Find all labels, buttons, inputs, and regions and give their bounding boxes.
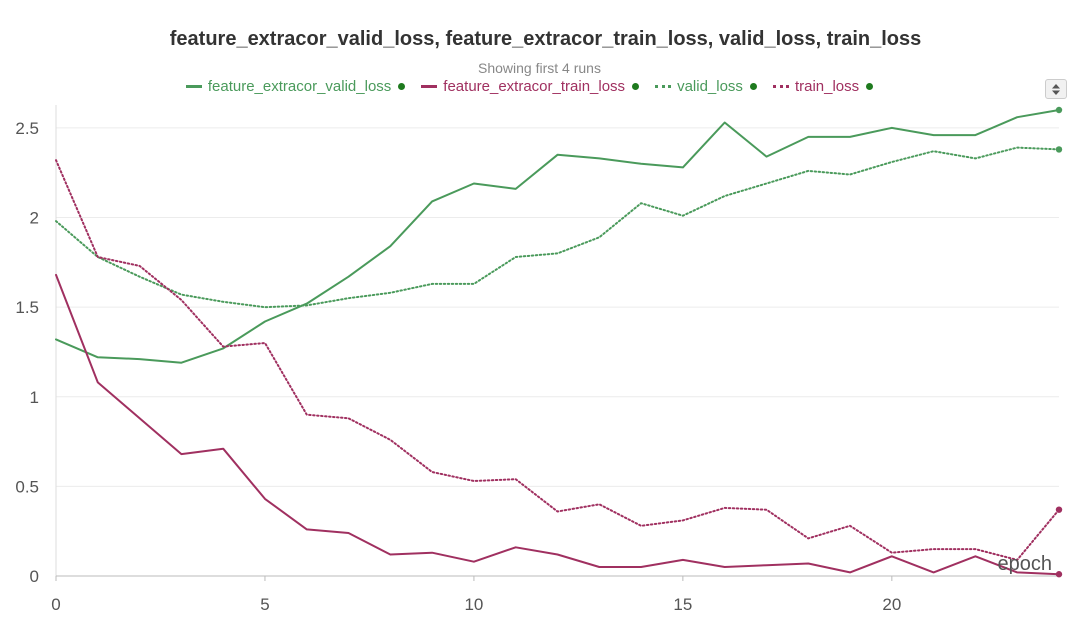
- legend-item-feature-extracor-valid-loss[interactable]: feature_extracor_valid_loss: [185, 78, 406, 95]
- run-dot-icon: [866, 83, 874, 90]
- legend-label: valid_loss: [677, 78, 743, 95]
- y-tick-label: 2.5: [15, 119, 39, 138]
- y-tick-label: 0.5: [15, 477, 39, 496]
- x-tick-label: 10: [464, 595, 483, 614]
- run-dot-icon: [632, 83, 640, 90]
- series-line-train-loss: [55, 159, 1060, 561]
- chart-subtitle: Showing first 4 runs: [478, 60, 601, 76]
- legend-swatch: [185, 85, 202, 88]
- legend-item-train-loss[interactable]: train_loss: [772, 78, 874, 95]
- sort-updown-icon: [1052, 83, 1060, 95]
- series-line-feature-extracor-train-loss: [55, 273, 1060, 576]
- y-tick-label: 0: [30, 567, 39, 586]
- chart-title: feature_extracor_valid_loss, feature_ext…: [169, 28, 922, 50]
- x-tick-label: 15: [673, 595, 692, 614]
- run-dot-icon: [398, 83, 406, 90]
- y-tick-label: 1: [30, 388, 39, 407]
- legend-label: feature_extracor_valid_loss: [207, 78, 392, 95]
- legend-item-valid-loss[interactable]: valid_loss: [655, 78, 757, 95]
- series-endpoint-feature-extracor-train-loss: [1055, 571, 1063, 578]
- series-endpoint-valid-loss: [1055, 146, 1063, 153]
- legend-label: feature_extracor_train_loss: [443, 78, 626, 95]
- x-axis-title: epoch: [998, 553, 1053, 575]
- legend-swatch: [772, 85, 789, 88]
- x-tick-label: 5: [260, 595, 269, 614]
- grid-layer: [56, 127, 1059, 577]
- series-endpoint-feature-extracor-valid-loss: [1055, 106, 1063, 114]
- x-tick-label: 0: [51, 595, 60, 614]
- legend-item-feature-extracor-train-loss[interactable]: feature_extracor_train_loss: [421, 78, 640, 95]
- y-tick-label: 2: [30, 209, 39, 228]
- x-tick-label: 20: [882, 595, 901, 614]
- axis-layer: 0 0.5 1 1.5 2 2.5 0 5 10 15 20: [15, 105, 1059, 614]
- series-line-feature-extracor-valid-loss: [55, 109, 1060, 364]
- legend-label: train_loss: [794, 78, 860, 95]
- series-layer: [55, 106, 1063, 578]
- series-line-valid-loss: [55, 146, 1060, 309]
- legend: feature_extracor_valid_loss feature_extr…: [0, 78, 1059, 95]
- series-endpoint-train-loss: [1055, 506, 1063, 513]
- y-tick-label: 1.5: [15, 298, 39, 317]
- run-dot-icon: [749, 83, 757, 90]
- legend-sort-button[interactable]: [1045, 79, 1067, 99]
- legend-swatch: [655, 85, 672, 88]
- legend-swatch: [421, 85, 438, 88]
